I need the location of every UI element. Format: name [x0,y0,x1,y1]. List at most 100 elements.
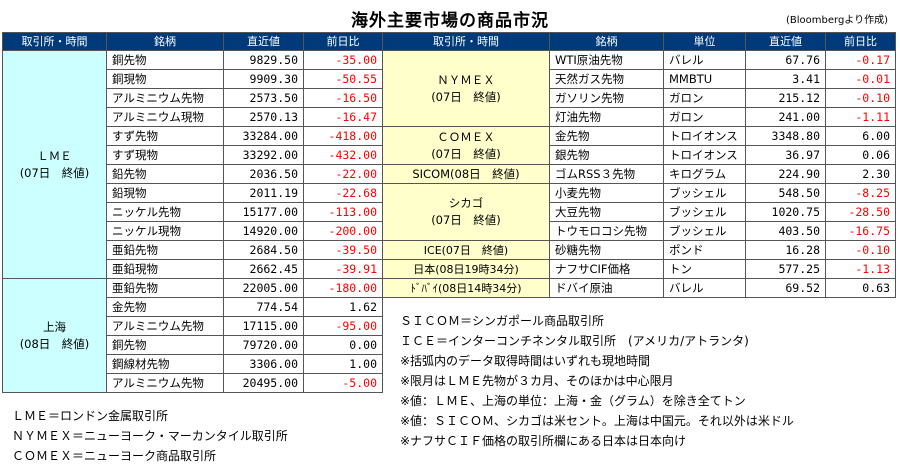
exchange-name: シカゴ [448,196,484,210]
header-right-value: 直近値 [745,32,826,51]
day-change: -39.50 [303,240,383,260]
latest-value: 79720.00 [223,335,304,355]
day-change: -35.00 [303,50,383,70]
latest-value: 14920.00 [223,221,304,241]
right-exchange-cell: シカゴ (07日 終値) [382,183,550,241]
commodity-name: 銀先物 [549,145,664,165]
table-row: 鉛先物 2036.50 -22.00 SICOM(08日 終値) ゴムRSS３先物 キログ… [3,164,896,184]
commodity-name: アルミニウム先物 [106,88,224,108]
source-credit: (Bloombergより作成) [785,15,888,26]
commodity-name: ドバイ原油 [549,278,664,298]
latest-value: 2036.50 [223,164,304,184]
commodity-name: 金先物 [106,297,224,317]
commodity-name: トウモロコシ先物 [549,221,664,241]
unit: ブッシェル [663,221,746,241]
note-line: ※限月はＬＭＥ先物が３カ月、そのほかは中心限月 [400,374,674,388]
table-row: 鉛現物 2011.19 -22.68 シカゴ (07日 終値) 小麦先物 ブッシェル 548.… [3,183,896,241]
unit: キログラム [663,164,746,184]
day-change: -0.01 [825,69,896,89]
day-change: 1.62 [303,297,383,317]
note-line: ※値：ＬＭＥ、上海の単位：上海・金（グラム）を除き全てトン [400,394,746,408]
right-exchange-cell: ＣＯＭＥＸ (07日 終値) [382,126,550,165]
latest-value: 3306.00 [223,354,304,374]
latest-value: 2573.50 [223,88,304,108]
exchange-name: ＣＯＭＥＸ [437,129,495,144]
day-change: -180.00 [303,278,383,298]
latest-value: 69.52 [745,278,826,298]
latest-value: 15177.00 [223,202,304,222]
table-row: 上海 (08日 終値) 亜鉛先物 22005.00 -180.00 ﾄﾞﾊﾞｲ(08日14… [2,278,896,393]
day-change: -50.55 [303,69,383,89]
table-row: アルミニウム先物 2573.50 -16.50 ガソリン先物 ガロン 215.12 -0.1… [3,88,896,108]
day-change: -113.00 [303,202,383,222]
exchange-name: ＮＹＭＥＸ [437,72,495,87]
commodity-name: WTI原油先物 [549,50,664,70]
legend-line: ＬＭＥ＝ロンドン金属取引所 [12,409,169,423]
latest-value: 9829.50 [223,50,304,70]
commodity-name: 金先物 [549,126,664,146]
day-change: -432.00 [303,145,383,165]
commodity-table: 取引所・時間 銘柄 直近値 前日比 取引所・時間 銘柄 単位 直近値 前日比 Ｌ… [2,32,896,393]
header-right-unit: 単位 [663,32,746,51]
exchange-name: ﾄﾞﾊﾞｲ(08日14時34分) [410,281,522,295]
latest-value: 3348.80 [745,126,826,146]
exchange-time: (08日 終値) [19,336,90,351]
commodity-name: 灯油先物 [549,107,664,127]
commodity-name: ニッケル先物 [106,202,224,222]
day-change: -1.11 [825,107,896,127]
latest-value: 2011.19 [223,183,304,203]
day-change: -22.00 [303,164,383,184]
latest-value: 3.41 [745,69,826,89]
exchange-time: (07日 終値) [19,165,90,180]
commodity-name: 亜鉛先物 [106,278,224,298]
note-line: ※括弧内のデータ取得時間はいずれも現地時間 [400,354,651,368]
day-change: -0.10 [825,240,896,260]
header-left-exchange: 取引所・時間 [2,32,107,51]
legend-line: ＣＯＭＥＸ＝ニューヨーク商品取引所 [12,449,217,463]
commodity-name: すず現物 [106,145,224,165]
day-change: 0.00 [303,335,383,355]
table-row: ニッケル現物 14920.00 -200.00 トウモロコシ先物 ブッシェル 403.50… [3,221,896,241]
legend-line: ＮＹＭＥＸ＝ニューヨーク・マーカンタイル取引所 [12,429,288,443]
header-right-name: 銘柄 [549,32,664,51]
day-change: 0.63 [825,278,896,298]
day-change: 1.00 [303,354,383,374]
exchange-time: (07日 終値) [431,146,501,161]
commodity-name: 亜鉛現物 [106,259,224,279]
right-exchange-cell: ﾄﾞﾊﾞｲ(08日14時34分) [382,278,550,298]
latest-value: 20495.00 [223,373,304,393]
commodity-name: 銅先物 [106,335,224,355]
commodity-name: アルミニウム先物 [106,373,224,393]
latest-value: 33292.00 [223,145,304,165]
latest-value: 33284.00 [223,126,304,146]
table-row: 銅現物 9909.30 -50.55 天然ガス先物 MMBTU 3.41 -0.01 [3,69,896,89]
unit: トロイオンス [663,145,746,165]
left-exchange-cell: ＬＭＥ (07日 終値) [2,50,107,279]
notes-block: ＳＩＣＯＭ＝シンガポール商品取引所 ＩＣＥ＝インターコンチネンタル取引所 (アメリ… [400,311,794,451]
commodity-name: 鋼線材先物 [106,354,224,374]
latest-value: 215.12 [745,88,826,108]
day-change: -200.00 [303,221,383,241]
exchange-name: 上海 [43,319,66,334]
latest-value: 548.50 [745,183,826,203]
header-left-name: 銘柄 [106,32,224,51]
exchange-time: (07日 終値) [431,89,501,104]
note-line: ＩＣＥ＝インターコンチネンタル取引所 (アメリカ/アトランタ) [400,334,749,348]
unit: バレル [663,278,746,298]
latest-value: 2684.50 [223,240,304,260]
day-change: -8.25 [825,183,896,203]
day-change: -0.10 [825,88,896,108]
right-exchange-cell: 日本(08日19時34分) [382,259,550,279]
table-header-row: 取引所・時間 銘柄 直近値 前日比 取引所・時間 銘柄 単位 直近値 前日比 [2,32,896,51]
table-row: 亜鉛現物 2662.45 -39.91 日本(08日19時34分) ナフサCIF価格 トン… [3,259,896,279]
right-exchange-cell: ＮＹＭＥＸ (07日 終値) [382,50,550,127]
latest-value: 241.00 [745,107,826,127]
commodity-name: ゴムRSS３先物 [549,164,664,184]
commodity-name: ガソリン先物 [549,88,664,108]
table-row: 亜鉛先物 2684.50 -39.50 ICE(07日 終値) 砂糖先物 ポンド 16.28… [3,240,896,260]
note-line: ※ナフサＣＩＦ価格の取引所欄にある日本は日本向け [400,434,687,448]
latest-value: 403.50 [745,221,826,241]
day-change: -22.68 [303,183,383,203]
day-change: -0.17 [825,50,896,70]
header-left-value: 直近値 [223,32,304,51]
